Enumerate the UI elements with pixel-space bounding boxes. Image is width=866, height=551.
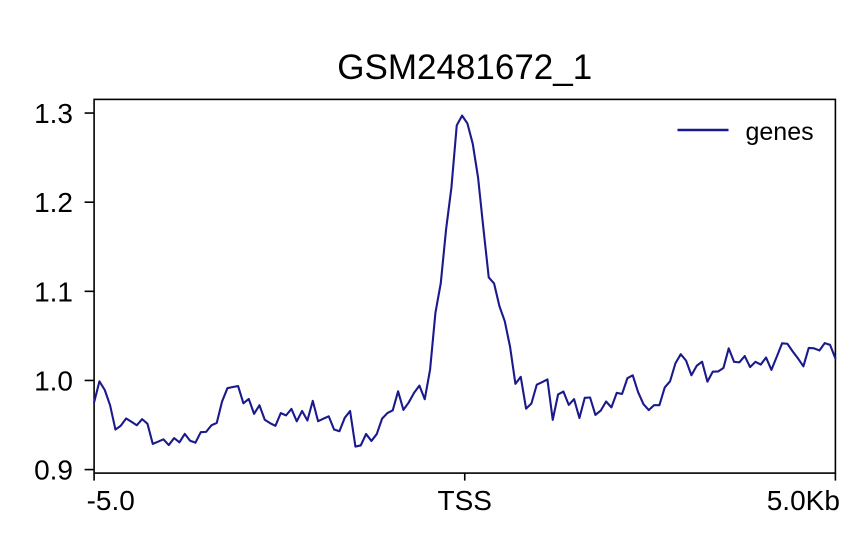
svg-text:genes: genes: [746, 118, 814, 146]
svg-text:5.0Kb: 5.0Kb: [767, 485, 840, 516]
svg-text:TSS: TSS: [438, 485, 492, 516]
svg-text:1.2: 1.2: [34, 187, 73, 218]
svg-text:1.0: 1.0: [34, 365, 73, 396]
svg-text:-5.0: -5.0: [87, 485, 135, 516]
svg-text:1.1: 1.1: [34, 276, 73, 307]
svg-text:0.9: 0.9: [34, 455, 73, 486]
svg-text:1.3: 1.3: [34, 98, 73, 129]
